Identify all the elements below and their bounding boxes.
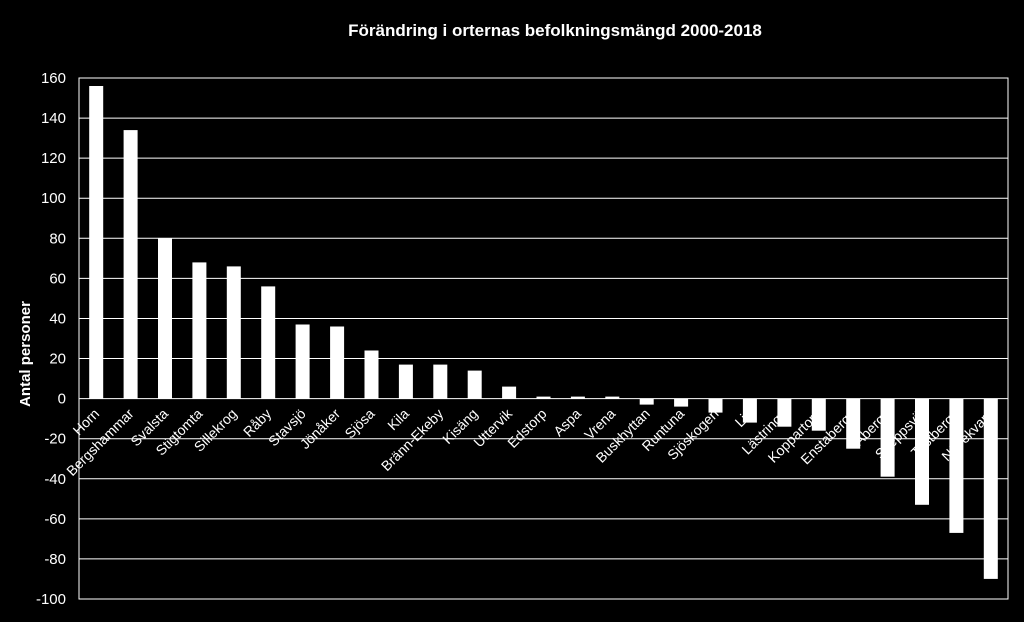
bars	[89, 86, 998, 579]
x-tick-label: Sjösa	[341, 405, 377, 441]
bar	[674, 398, 689, 407]
y-tick-label: 0	[58, 391, 66, 408]
y-tick-label: 160	[41, 70, 66, 87]
bar	[605, 396, 620, 399]
y-tick-label: 120	[41, 150, 66, 167]
y-tick-labels: 160 140 120 100 80 60 40 20 0 -20 -40 -60 -80 -100	[36, 70, 66, 608]
bar	[570, 396, 585, 399]
bar	[89, 86, 104, 399]
bar	[226, 266, 241, 399]
y-tick-label: 80	[49, 230, 66, 247]
bar	[467, 370, 482, 399]
bar	[433, 364, 448, 399]
bar	[880, 398, 895, 477]
bar	[158, 238, 172, 399]
x-tick-labels: HornBergshammarSvalstaStigtomtaSillekrog…	[63, 405, 997, 479]
bar	[536, 396, 551, 399]
gridlines	[79, 117, 1008, 560]
bar	[846, 398, 861, 449]
bar	[811, 398, 826, 431]
bar	[330, 326, 345, 399]
bar	[295, 324, 310, 399]
y-tick-label: -20	[44, 431, 66, 448]
y-tick-label: 60	[49, 270, 66, 287]
bar	[398, 364, 413, 399]
y-tick-label: -40	[44, 471, 66, 488]
bar	[949, 398, 964, 533]
bar	[261, 286, 276, 399]
bar	[708, 398, 723, 413]
bar	[915, 398, 929, 505]
bar	[502, 386, 517, 399]
x-tick-label: Bränn-Ekeby	[378, 405, 447, 474]
x-tick-label: Edstorp	[504, 405, 550, 451]
x-tick-label: Kila	[384, 405, 412, 433]
x-tick-label: Aspa	[550, 405, 584, 439]
y-tick-label: -80	[44, 551, 66, 568]
y-tick-label: 20	[49, 351, 66, 368]
bar	[777, 398, 792, 427]
bar	[192, 262, 207, 399]
bar	[123, 130, 138, 399]
plot-area	[78, 77, 1009, 600]
bar	[364, 350, 379, 399]
bar	[742, 398, 757, 423]
y-tick-label: 40	[49, 310, 66, 327]
chart-title: Förändring i orternas befolkningsmängd 2…	[348, 21, 762, 40]
y-axis-label: Antal personer	[17, 301, 34, 407]
y-tick-label: -60	[44, 511, 66, 528]
y-tick-label: 100	[41, 190, 66, 207]
bar	[639, 398, 654, 405]
y-tick-label: -100	[36, 591, 66, 608]
y-tick-label: 140	[41, 110, 66, 127]
bar	[983, 398, 998, 579]
